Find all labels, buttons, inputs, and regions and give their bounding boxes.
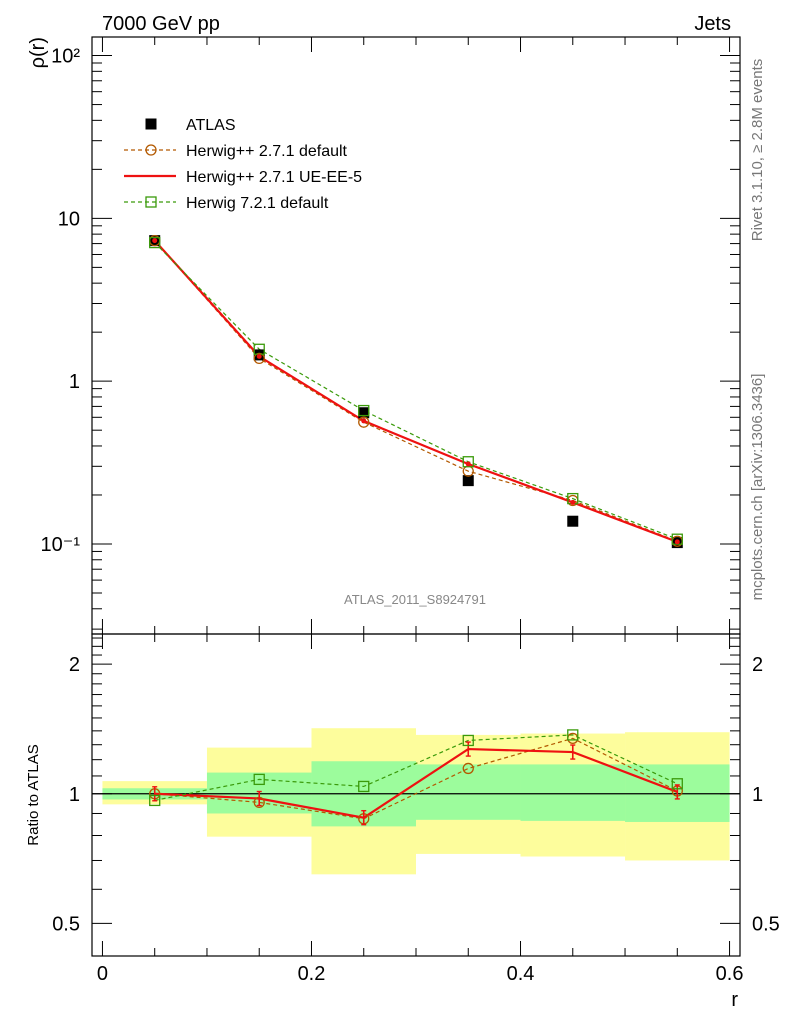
header-process-label: Jets xyxy=(694,13,731,35)
legend-label-herwig-7-2-1-default: Herwig 7.2.1 default xyxy=(186,195,329,212)
ratio-y-tick-label: 0.5 xyxy=(52,913,80,935)
main-y-tick-label: 10⁻¹ xyxy=(41,534,81,556)
main-point-herwig-2-7-1-ue-ee-5 xyxy=(465,461,471,467)
x-tick-label: 0.4 xyxy=(507,963,535,985)
main-line-herwig-7-2-1-default xyxy=(154,242,678,540)
rivet-side-label: Rivet 3.1.10, ≥ 2.8M events xyxy=(749,59,766,242)
main-y-tick-label: 10 xyxy=(58,208,80,230)
main-point-herwig-7-2-1-default xyxy=(149,236,161,249)
ratio-point-herwig-7-2-1-default xyxy=(253,773,265,786)
main-point-herwig-7-2-1-default xyxy=(462,456,474,468)
ratio-point-herwig-7-2-1-default xyxy=(358,780,370,793)
ratio-line-herwig-7-2-1-default xyxy=(154,734,678,802)
header-collision-label: 7000 GeV pp xyxy=(102,13,220,35)
ratio-point-herwig-7-2-1-default xyxy=(462,734,474,747)
main-line-herwig-2-7-1-ue-ee-5 xyxy=(153,239,678,543)
main-point-herwig-2-7-1-ue-ee-5 xyxy=(152,238,158,244)
ratio-y-tick-label: 2 xyxy=(69,654,80,676)
ratio-y-tick-label-right: 2 xyxy=(752,654,763,676)
x-tick-label: 0 xyxy=(97,963,108,985)
mcplots-side-label: mcplots.cern.ch [arXiv:1306.3436] xyxy=(749,374,766,601)
ratio-panel: Ratio to ATLAS 0.5 0.5 1 1 2 2 0 0.2 0.4 0.6 r xyxy=(25,633,780,1011)
ratio-point-herwig-7-2-1-default xyxy=(671,778,683,790)
ratio-point-herwig-7-2-1-default xyxy=(149,794,161,807)
ratio-point-herwig-7-2-1-default xyxy=(567,729,579,741)
main-point-atlas xyxy=(567,515,579,527)
main-point-herwig-2-7-1-default xyxy=(253,352,265,365)
ratio-ticks xyxy=(92,634,740,956)
ratio-y-axis-label: Ratio to ATLAS xyxy=(25,744,42,845)
ratio-frame xyxy=(91,633,741,957)
legend: ATLAS Herwig++ 2.7.1 default Herwig++ 2.7.… xyxy=(124,117,362,212)
main-point-herwig-7-2-1-default xyxy=(358,404,370,417)
main-y-tick-label: 10² xyxy=(51,46,80,68)
main-ticks xyxy=(92,37,740,634)
ratio-tick-labels: 0.5 0.5 1 1 2 2 0 0.2 0.4 0.6 xyxy=(52,654,780,985)
main-series-markers xyxy=(149,234,683,549)
main-point-herwig-2-7-1-ue-ee-5 xyxy=(256,353,262,359)
ratio-y-tick-label: 1 xyxy=(69,784,80,806)
ratio-series-markers xyxy=(149,729,683,826)
main-point-atlas xyxy=(358,407,370,419)
main-line-herwig-2-7-1-default xyxy=(154,240,678,542)
main-y-axis-label: ρ(r) xyxy=(27,37,49,68)
x-tick-label: 0.2 xyxy=(298,963,326,985)
main-point-herwig-2-7-1-ue-ee-5 xyxy=(674,539,680,545)
main-series-lines xyxy=(153,239,678,543)
analysis-label: ATLAS_2011_S8924791 xyxy=(344,592,486,607)
x-tick-label: 0.6 xyxy=(716,963,744,985)
ratio-line-herwig-2-7-1-default xyxy=(154,737,678,820)
ratio-series-lines xyxy=(154,734,678,820)
main-y-tick-label: 1 xyxy=(69,371,80,393)
ratio-y-tick-label-right: 1 xyxy=(752,784,763,806)
legend-label-atlas: ATLAS xyxy=(186,117,236,134)
legend-marker-herwig-2-7-1-default xyxy=(145,144,157,156)
main-point-herwig-2-7-1-ue-ee-5 xyxy=(570,499,576,505)
legend-label-herwig-2-7-1-default: Herwig++ 2.7.1 default xyxy=(186,143,348,160)
main-point-herwig-2-7-1-default xyxy=(358,416,370,428)
x-axis-label: r xyxy=(731,989,738,1011)
ratio-y-tick-label-right: 0.5 xyxy=(752,913,780,935)
main-point-herwig-2-7-1-ue-ee-5 xyxy=(361,418,367,424)
ratio-point-herwig-2-7-1-default xyxy=(462,762,474,775)
legend-marker-atlas xyxy=(145,118,157,130)
main-panel: ρ(r) 10⁻¹ 1 10 10² ATLAS_2011_S8924791 ATLA… xyxy=(27,36,741,635)
main-y-tick-labels: 10⁻¹ 1 10 10² xyxy=(41,46,81,556)
ratio-line-herwig-2-7-1-ue-ee-5 xyxy=(154,747,678,819)
ratio-band-inner xyxy=(520,764,626,821)
ratio-bands xyxy=(92,728,740,875)
legend-label-herwig-2-7-1-ue-ee-5: Herwig++ 2.7.1 UE-EE-5 xyxy=(186,169,362,186)
main-point-atlas xyxy=(462,475,474,487)
legend-marker-herwig-7-2-1-default xyxy=(145,196,157,208)
